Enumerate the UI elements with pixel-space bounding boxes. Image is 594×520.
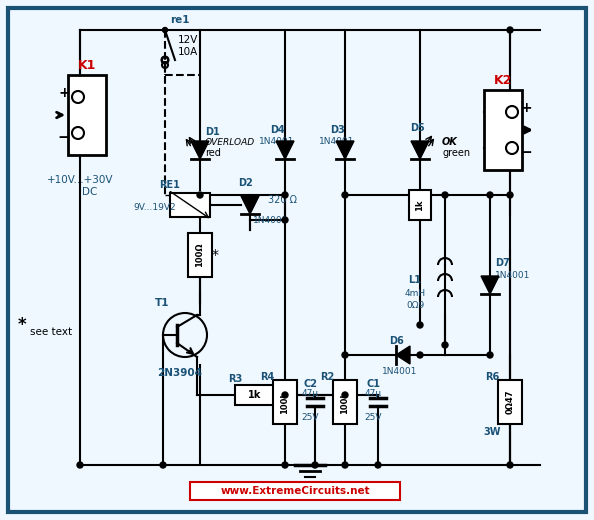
Text: D7: D7 (495, 258, 510, 268)
Text: 3W: 3W (484, 427, 501, 437)
Circle shape (417, 352, 423, 358)
Circle shape (442, 342, 448, 348)
Circle shape (342, 392, 348, 398)
Circle shape (417, 322, 423, 328)
Text: R3: R3 (228, 374, 242, 384)
Text: re1: re1 (170, 15, 189, 25)
Text: 1k: 1k (415, 199, 425, 211)
Circle shape (282, 462, 288, 468)
Circle shape (507, 462, 513, 468)
Bar (235, 385, 275, 405)
Text: R6: R6 (485, 372, 499, 382)
Text: K2: K2 (494, 73, 512, 86)
Text: www.ExtremeCircuits.net: www.ExtremeCircuits.net (220, 486, 370, 496)
Text: +10V...+30V: +10V...+30V (47, 175, 113, 185)
Polygon shape (481, 276, 499, 294)
Circle shape (342, 462, 348, 468)
Text: 100Ω: 100Ω (195, 243, 204, 267)
Text: see text: see text (30, 327, 72, 337)
Text: C1: C1 (366, 379, 380, 389)
Text: 0Ω9: 0Ω9 (406, 301, 424, 309)
Circle shape (282, 217, 288, 223)
Text: D6: D6 (388, 336, 403, 346)
Circle shape (342, 352, 348, 358)
Bar (188, 233, 212, 277)
Text: C2: C2 (303, 379, 317, 389)
Text: red: red (205, 148, 221, 158)
Text: D2: D2 (238, 178, 252, 188)
Bar (498, 380, 522, 424)
Circle shape (282, 392, 288, 398)
Polygon shape (396, 346, 410, 364)
Text: 47μ: 47μ (301, 389, 318, 398)
Bar (333, 380, 357, 424)
Text: T1: T1 (155, 298, 169, 308)
Text: D5: D5 (410, 123, 424, 133)
Text: D3: D3 (330, 125, 345, 135)
Text: *: * (211, 248, 219, 262)
Text: 1N4001: 1N4001 (495, 270, 530, 280)
Text: K1: K1 (78, 59, 96, 72)
Text: 1N4001: 1N4001 (253, 215, 288, 225)
Circle shape (375, 462, 381, 468)
Text: +: + (520, 101, 532, 115)
Text: 12V: 12V (178, 35, 198, 45)
Text: OK: OK (442, 137, 458, 147)
Bar (190, 482, 400, 500)
Bar (409, 190, 431, 220)
Bar (273, 380, 297, 424)
Text: 0Ω47: 0Ω47 (505, 390, 514, 414)
Text: 25V: 25V (364, 412, 382, 422)
Circle shape (312, 462, 318, 468)
Text: 47μ: 47μ (365, 389, 381, 398)
Circle shape (442, 192, 448, 198)
Circle shape (160, 462, 166, 468)
Text: *: * (18, 316, 26, 334)
Bar (484, 90, 522, 170)
Text: 100k: 100k (340, 391, 349, 413)
Text: 1N4001: 1N4001 (260, 137, 295, 146)
Polygon shape (411, 141, 429, 159)
Text: DC: DC (83, 187, 97, 197)
Bar (68, 75, 106, 155)
Text: 1k: 1k (248, 390, 262, 400)
Circle shape (77, 462, 83, 468)
Text: D4: D4 (270, 125, 285, 135)
Circle shape (487, 192, 493, 198)
Circle shape (507, 192, 513, 198)
Text: L1: L1 (409, 275, 422, 285)
Text: −: − (58, 129, 70, 145)
Text: 9V...19V2: 9V...19V2 (134, 202, 176, 212)
Text: D1: D1 (205, 127, 220, 137)
Polygon shape (191, 141, 209, 159)
Text: R2: R2 (320, 372, 334, 382)
Circle shape (197, 192, 203, 198)
Circle shape (487, 352, 493, 358)
Text: +: + (58, 86, 70, 100)
Circle shape (163, 28, 167, 32)
Text: 2N3904: 2N3904 (157, 368, 203, 378)
Text: 25V: 25V (301, 412, 319, 422)
Text: −: − (520, 145, 532, 160)
Circle shape (163, 28, 168, 33)
Text: 100k: 100k (280, 391, 289, 413)
Circle shape (507, 27, 513, 33)
Bar (170, 193, 210, 217)
Text: 4mH: 4mH (405, 289, 425, 297)
Text: 10A: 10A (178, 47, 198, 57)
Polygon shape (336, 141, 354, 159)
Text: OVERLOAD: OVERLOAD (205, 137, 255, 147)
Text: 320 Ω: 320 Ω (268, 195, 297, 205)
Polygon shape (276, 141, 294, 159)
Circle shape (342, 192, 348, 198)
Text: R4: R4 (260, 372, 274, 382)
Text: 1N4001: 1N4001 (383, 367, 418, 375)
Text: RE1: RE1 (160, 180, 181, 190)
Polygon shape (241, 196, 259, 214)
Text: green: green (442, 148, 470, 158)
Text: 1N4001: 1N4001 (320, 137, 355, 146)
Circle shape (282, 192, 288, 198)
